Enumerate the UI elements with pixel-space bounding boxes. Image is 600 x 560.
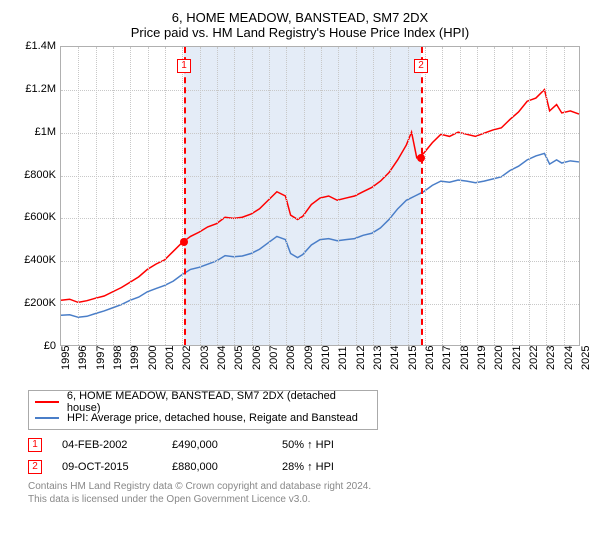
x-tick-label: 2000 bbox=[147, 346, 159, 370]
chart-title: 6, HOME MEADOW, BANSTEAD, SM7 2DX bbox=[10, 10, 590, 25]
x-tick-label: 2016 bbox=[424, 346, 436, 370]
marker-badge: 1 bbox=[177, 59, 191, 73]
y-tick-label: £200K bbox=[24, 297, 56, 309]
x-tick-label: 1997 bbox=[95, 346, 107, 370]
x-tick-label: 2009 bbox=[303, 346, 315, 370]
x-tick-label: 2005 bbox=[233, 346, 245, 370]
marker-badge: 2 bbox=[414, 59, 428, 73]
transaction-badge: 1 bbox=[28, 438, 42, 452]
x-tick-label: 2021 bbox=[511, 346, 523, 370]
transaction-hpi: 50% ↑ HPI bbox=[282, 439, 392, 451]
x-tick-label: 2013 bbox=[372, 346, 384, 370]
chart-container: 6, HOME MEADOW, BANSTEAD, SM7 2DX Price … bbox=[0, 0, 600, 560]
line-series bbox=[61, 47, 579, 345]
x-tick-label: 2024 bbox=[563, 346, 575, 370]
x-tick-label: 2017 bbox=[441, 346, 453, 370]
transaction-row: 2 09-OCT-2015£880,00028% ↑ HPI bbox=[28, 458, 590, 476]
x-tick-label: 1998 bbox=[112, 346, 124, 370]
transaction-row: 1 04-FEB-2002£490,00050% ↑ HPI bbox=[28, 436, 590, 454]
x-tick-label: 2008 bbox=[285, 346, 297, 370]
chart-subtitle: Price paid vs. HM Land Registry's House … bbox=[10, 25, 590, 40]
transaction-table: 1 04-FEB-2002£490,00050% ↑ HPI 2 09-OCT-201… bbox=[28, 436, 590, 476]
x-tick-label: 2020 bbox=[493, 346, 505, 370]
transaction-price: £880,000 bbox=[172, 461, 282, 473]
x-tick-label: 2015 bbox=[407, 346, 419, 370]
x-tick-label: 1999 bbox=[129, 346, 141, 370]
x-tick-label: 2002 bbox=[181, 346, 193, 370]
x-tick-label: 2007 bbox=[268, 346, 280, 370]
legend-label: 6, HOME MEADOW, BANSTEAD, SM7 2DX (detac… bbox=[67, 390, 371, 414]
footer: Contains HM Land Registry data © Crown c… bbox=[28, 480, 590, 506]
transaction-price: £490,000 bbox=[172, 439, 282, 451]
y-tick-label: £0 bbox=[44, 340, 56, 352]
legend-swatch bbox=[35, 417, 59, 419]
y-axis: £0£200K£400K£600K£800K£1M£1.2M£1.4M bbox=[20, 46, 60, 346]
x-tick-label: 1995 bbox=[60, 346, 72, 370]
legend-item: 6, HOME MEADOW, BANSTEAD, SM7 2DX (detac… bbox=[35, 394, 371, 410]
x-tick-label: 2001 bbox=[164, 346, 176, 370]
legend-item: HPI: Average price, detached house, Reig… bbox=[35, 410, 371, 426]
y-tick-label: £800K bbox=[24, 169, 56, 181]
legend-label: HPI: Average price, detached house, Reig… bbox=[67, 412, 358, 424]
x-tick-label: 2003 bbox=[199, 346, 211, 370]
y-tick-label: £1.4M bbox=[25, 40, 56, 52]
transaction-date: 04-FEB-2002 bbox=[62, 439, 172, 451]
y-tick-label: £400K bbox=[24, 254, 56, 266]
marker-line bbox=[421, 47, 423, 345]
transaction-hpi: 28% ↑ HPI bbox=[282, 461, 392, 473]
marker-dot bbox=[180, 238, 188, 246]
transaction-badge: 2 bbox=[28, 460, 42, 474]
x-tick-label: 2018 bbox=[459, 346, 471, 370]
x-axis: 1995 1996 1997 1998 1999 2000 2001 2002 2003 2004… bbox=[60, 346, 580, 386]
x-tick-label: 2011 bbox=[337, 346, 349, 370]
x-tick-label: 2006 bbox=[251, 346, 263, 370]
transaction-date: 09-OCT-2015 bbox=[62, 461, 172, 473]
plot-area: 12 bbox=[60, 46, 580, 346]
chart-area: £0£200K£400K£600K£800K£1M£1.2M£1.4M 12 1… bbox=[20, 46, 580, 386]
x-tick-label: 2010 bbox=[320, 346, 332, 370]
x-tick-label: 2012 bbox=[355, 346, 367, 370]
legend-swatch bbox=[35, 401, 59, 403]
x-tick-label: 2022 bbox=[528, 346, 540, 370]
y-tick-label: £1M bbox=[35, 126, 56, 138]
x-tick-label: 2023 bbox=[545, 346, 557, 370]
marker-dot bbox=[417, 154, 425, 162]
footer-line: Contains HM Land Registry data © Crown c… bbox=[28, 480, 590, 493]
x-tick-label: 2004 bbox=[216, 346, 228, 370]
legend: 6, HOME MEADOW, BANSTEAD, SM7 2DX (detac… bbox=[28, 390, 378, 430]
y-tick-label: £600K bbox=[24, 211, 56, 223]
x-tick-label: 1996 bbox=[77, 346, 89, 370]
x-tick-label: 2019 bbox=[476, 346, 488, 370]
marker-line bbox=[184, 47, 186, 345]
footer-line: This data is licensed under the Open Gov… bbox=[28, 493, 590, 506]
x-tick-label: 2025 bbox=[580, 346, 592, 370]
x-tick-label: 2014 bbox=[389, 346, 401, 370]
y-tick-label: £1.2M bbox=[25, 83, 56, 95]
